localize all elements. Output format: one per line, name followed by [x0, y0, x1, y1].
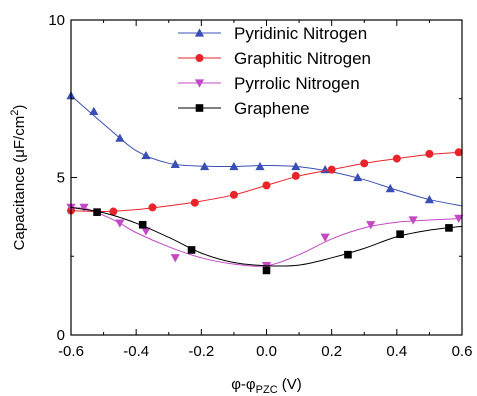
data-point	[229, 190, 238, 199]
x-axis-title-unit: (V)	[278, 376, 302, 393]
data-point	[255, 161, 265, 171]
data-point	[424, 194, 435, 204]
data-point	[425, 149, 434, 158]
data-point	[408, 216, 418, 225]
x-tick-label: 0.2	[321, 343, 342, 360]
data-point	[229, 161, 239, 171]
data-point	[199, 161, 210, 171]
data-point	[291, 171, 300, 180]
series-3	[70, 206, 463, 275]
data-point	[360, 159, 369, 168]
legend-label: Graphitic Nitrogen	[234, 49, 371, 68]
data-point	[187, 246, 196, 254]
x-tick-label: -0.6	[58, 343, 84, 360]
y-axis-title-sup: 2	[9, 110, 21, 116]
x-tick-label: -0.2	[188, 343, 214, 360]
x-tick-label: -0.4	[123, 343, 149, 360]
x-axis-title-main: φ-φ	[231, 376, 256, 393]
y-axis-title-close: )	[11, 105, 28, 110]
legend-entry: Pyridinic Nitrogen	[178, 24, 367, 43]
data-point	[320, 233, 330, 242]
y-tick-label: 0	[57, 327, 65, 344]
data-point	[148, 203, 157, 212]
y-tick-label: 5	[57, 170, 65, 187]
data-point	[353, 172, 363, 182]
data-point	[115, 219, 125, 228]
legend-marker	[194, 79, 205, 88]
series-0	[66, 91, 463, 207]
x-tick-label: 0.0	[256, 343, 277, 360]
legend-label: Pyrrolic Nitrogen	[234, 74, 360, 93]
data-point	[115, 133, 125, 142]
x-tick-label: 0.4	[386, 343, 407, 360]
data-point	[291, 161, 301, 171]
data-point	[262, 266, 271, 275]
y-tick-label: 10	[48, 12, 65, 29]
data-point	[327, 165, 336, 174]
data-point	[79, 203, 89, 213]
x-axis-title-sub: PZC	[256, 384, 278, 396]
data-point	[396, 230, 404, 238]
data-point	[170, 159, 180, 168]
legend: Pyridinic Nitrogen Graphitic Nitrogen Pyrr…	[178, 24, 371, 118]
legend-marker	[194, 28, 205, 37]
legend-entry: Pyrrolic Nitrogen	[178, 74, 360, 93]
legend-label: Graphene	[234, 99, 310, 118]
series-1	[67, 148, 463, 216]
data-point	[454, 148, 463, 157]
legend-label: Pyridinic Nitrogen	[234, 24, 367, 43]
data-point	[89, 106, 99, 116]
data-point	[344, 250, 352, 259]
y-axis-title-main: Capacitance (μF/cm	[11, 116, 28, 251]
series-layer	[66, 91, 464, 275]
data-point	[93, 208, 101, 216]
x-axis-title: φ-φPZC (V)	[231, 376, 302, 396]
ticks-layer: -0.6 -0.4 -0.2 0.0 0.2 0.4 0.6 0 5 10	[48, 12, 472, 360]
data-point	[138, 220, 147, 229]
data-point	[190, 198, 199, 207]
data-point	[109, 207, 118, 216]
series-line	[70, 95, 463, 207]
data-point	[262, 181, 271, 190]
data-point	[445, 224, 453, 232]
data-point	[141, 227, 151, 236]
y-axis-title: Capacitance (μF/cm2)	[9, 105, 28, 251]
legend-entry: Graphitic Nitrogen	[178, 49, 371, 68]
legend-marker	[195, 54, 204, 62]
data-point	[454, 214, 464, 224]
data-point	[385, 183, 395, 193]
data-point	[366, 221, 376, 230]
data-point	[141, 150, 151, 160]
x-tick-label: 0.6	[452, 343, 473, 360]
legend-entry: Graphene	[178, 99, 310, 118]
data-point	[170, 254, 180, 263]
legend-marker	[195, 104, 204, 112]
data-point	[392, 154, 401, 163]
series-line	[70, 206, 463, 267]
